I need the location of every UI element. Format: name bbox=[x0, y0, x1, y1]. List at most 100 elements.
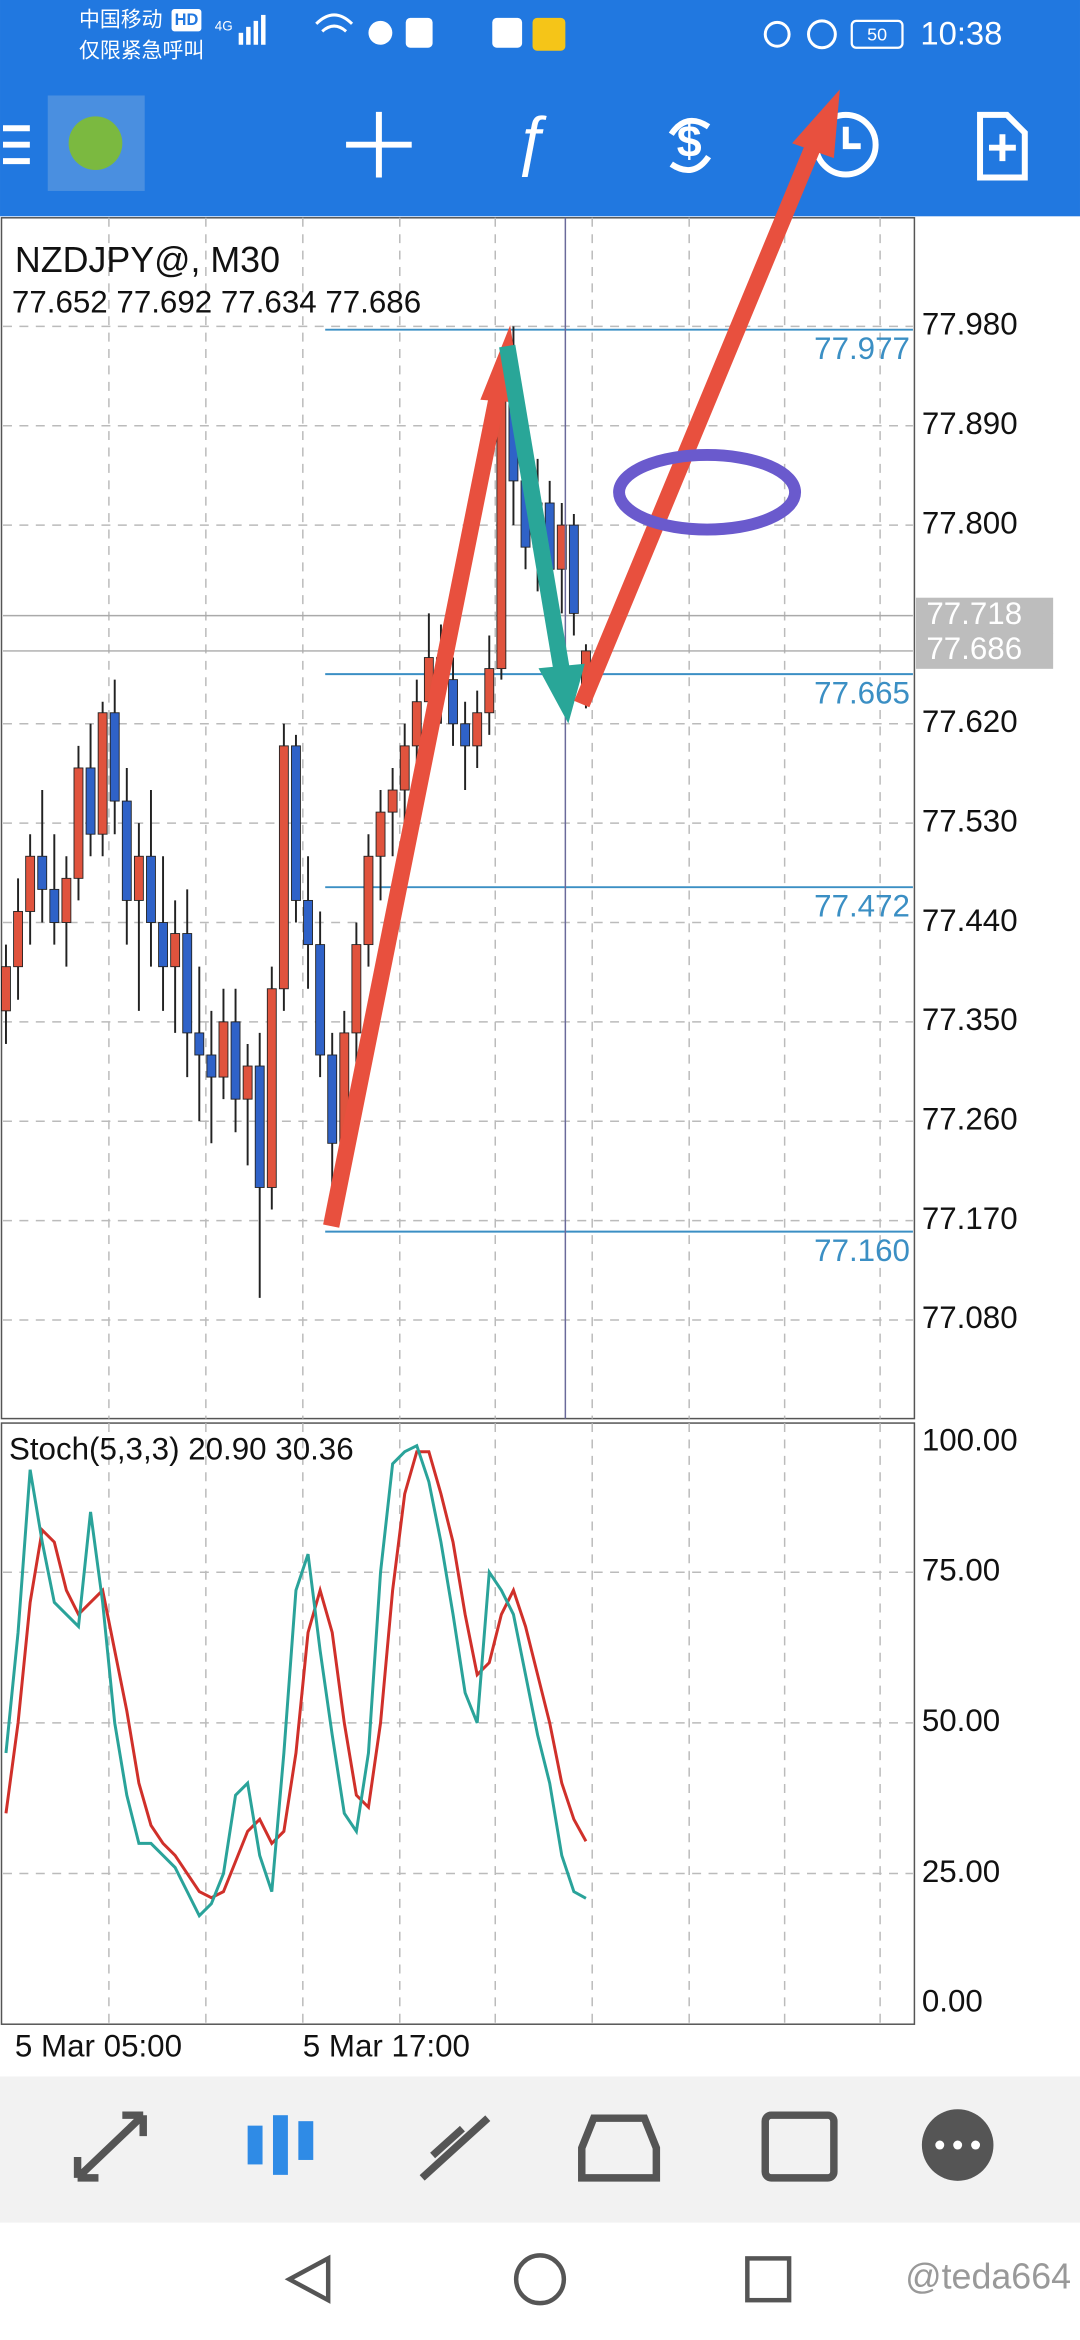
candle-body bbox=[206, 1054, 217, 1078]
trade-icon: $ bbox=[677, 117, 702, 167]
clock-hands bbox=[842, 126, 861, 150]
y-tick-label: 77.890 bbox=[922, 406, 1018, 441]
candle-body bbox=[411, 701, 422, 747]
stochastic-main bbox=[4, 1443, 587, 1919]
candle-body bbox=[1, 966, 11, 1012]
candle-body bbox=[315, 944, 326, 1056]
level-label: 77.977 bbox=[814, 331, 910, 366]
carrier: 中国移动 bbox=[79, 8, 163, 31]
candle-body bbox=[133, 855, 144, 901]
stochastic-signal bbox=[4, 1450, 588, 1900]
y-tick-label: 77.440 bbox=[922, 903, 1018, 938]
y-tick-label: 50.00 bbox=[922, 1703, 1000, 1738]
candle-body bbox=[182, 933, 193, 1034]
candle-body bbox=[327, 1054, 338, 1144]
candle-body bbox=[37, 855, 48, 890]
candle-body bbox=[399, 745, 410, 791]
candle-body bbox=[218, 1021, 229, 1078]
recents-button[interactable] bbox=[745, 2256, 792, 2303]
history-tab[interactable] bbox=[578, 2114, 661, 2182]
indicators-button[interactable]: ƒ bbox=[513, 103, 549, 177]
news-tab[interactable] bbox=[761, 2111, 838, 2182]
bottom-nav bbox=[0, 2076, 1080, 2223]
ask-label: 77.718 bbox=[926, 596, 1022, 631]
x-tick-label: 5 Mar 05:00 bbox=[15, 2028, 182, 2063]
candle-body bbox=[97, 712, 108, 835]
candle-body bbox=[109, 712, 120, 802]
level-label: 77.665 bbox=[814, 675, 910, 710]
chart-tab[interactable] bbox=[247, 2115, 314, 2175]
candle-body bbox=[375, 811, 386, 857]
annotations bbox=[323, 89, 840, 1228]
ask-box bbox=[915, 597, 1054, 634]
y-tick-label: 77.980 bbox=[922, 307, 1018, 342]
candle-body bbox=[556, 524, 567, 570]
emergency: 仅限紧急呼叫 bbox=[79, 40, 204, 63]
candle-body bbox=[121, 800, 132, 901]
stochastic-label: Stoch(5,3,3) 20.90 30.36 bbox=[9, 1432, 354, 1467]
y-tick-label: 77.350 bbox=[922, 1002, 1018, 1037]
candle-body bbox=[460, 723, 471, 747]
candle-body bbox=[496, 392, 507, 670]
battery: 50 bbox=[867, 25, 887, 45]
y-tick-label: 0.00 bbox=[922, 1984, 983, 2019]
candle-body bbox=[291, 745, 301, 901]
candle-body bbox=[303, 899, 313, 946]
candle-body bbox=[158, 922, 168, 968]
home-button[interactable] bbox=[513, 2253, 567, 2306]
network: 4G bbox=[215, 18, 233, 33]
ohlc: 77.652 77.692 77.634 77.686 bbox=[12, 285, 421, 320]
candle-body bbox=[363, 855, 374, 946]
candle-body bbox=[49, 888, 60, 923]
menu-button[interactable] bbox=[2, 125, 30, 165]
candle-body bbox=[230, 1021, 241, 1100]
clock: 10:38 bbox=[920, 14, 1002, 51]
candle-body bbox=[242, 1065, 253, 1100]
eye-icon bbox=[763, 20, 791, 48]
y-tick-label: 77.800 bbox=[922, 505, 1018, 540]
y-tick-label: 77.620 bbox=[922, 704, 1018, 739]
candle-body bbox=[61, 877, 72, 923]
candle-body bbox=[85, 767, 96, 835]
bid-label: 77.686 bbox=[926, 631, 1022, 666]
level-label: 77.160 bbox=[814, 1233, 910, 1268]
candle-body bbox=[387, 789, 398, 813]
candle-body bbox=[146, 855, 156, 923]
alarm-icon bbox=[807, 19, 837, 50]
y-tick-label: 77.530 bbox=[922, 803, 1018, 838]
y-tick-label: 100.00 bbox=[922, 1423, 1018, 1458]
candle-body bbox=[278, 745, 289, 990]
price-panel bbox=[0, 217, 916, 1420]
x-tick-label: 5 Mar 17:00 bbox=[303, 2028, 470, 2063]
hd: HD bbox=[175, 11, 199, 29]
trade-button[interactable] bbox=[668, 117, 712, 174]
candle-body bbox=[472, 712, 483, 747]
candle-body bbox=[568, 524, 579, 614]
candle-body bbox=[73, 767, 84, 879]
app-logo-mark bbox=[68, 116, 123, 171]
candle-body bbox=[194, 1032, 205, 1056]
candle-body bbox=[170, 933, 181, 968]
battery-icon bbox=[850, 19, 904, 49]
candle-body bbox=[254, 1065, 265, 1188]
trade-tab[interactable] bbox=[419, 2115, 491, 2181]
level-label: 77.472 bbox=[814, 888, 910, 923]
symbol: NZDJPY@, M30 bbox=[15, 240, 280, 280]
watermark: @teda664 bbox=[905, 2257, 1071, 2297]
quotes-tab[interactable] bbox=[73, 2111, 147, 2182]
y-tick-label: 77.170 bbox=[922, 1201, 1018, 1236]
status-icons bbox=[238, 13, 566, 51]
candle-body bbox=[351, 944, 362, 1034]
crosshair-button[interactable] bbox=[346, 111, 412, 178]
candle-body bbox=[266, 988, 277, 1188]
y-tick-label: 77.260 bbox=[922, 1102, 1018, 1137]
candle-body bbox=[484, 668, 495, 714]
hd-badge bbox=[171, 8, 202, 32]
new-order-button[interactable] bbox=[977, 111, 1028, 181]
candle-body bbox=[13, 911, 23, 968]
back-button[interactable] bbox=[284, 2254, 331, 2304]
candle-body bbox=[25, 855, 36, 912]
y-tick-label: 75.00 bbox=[922, 1553, 1000, 1588]
